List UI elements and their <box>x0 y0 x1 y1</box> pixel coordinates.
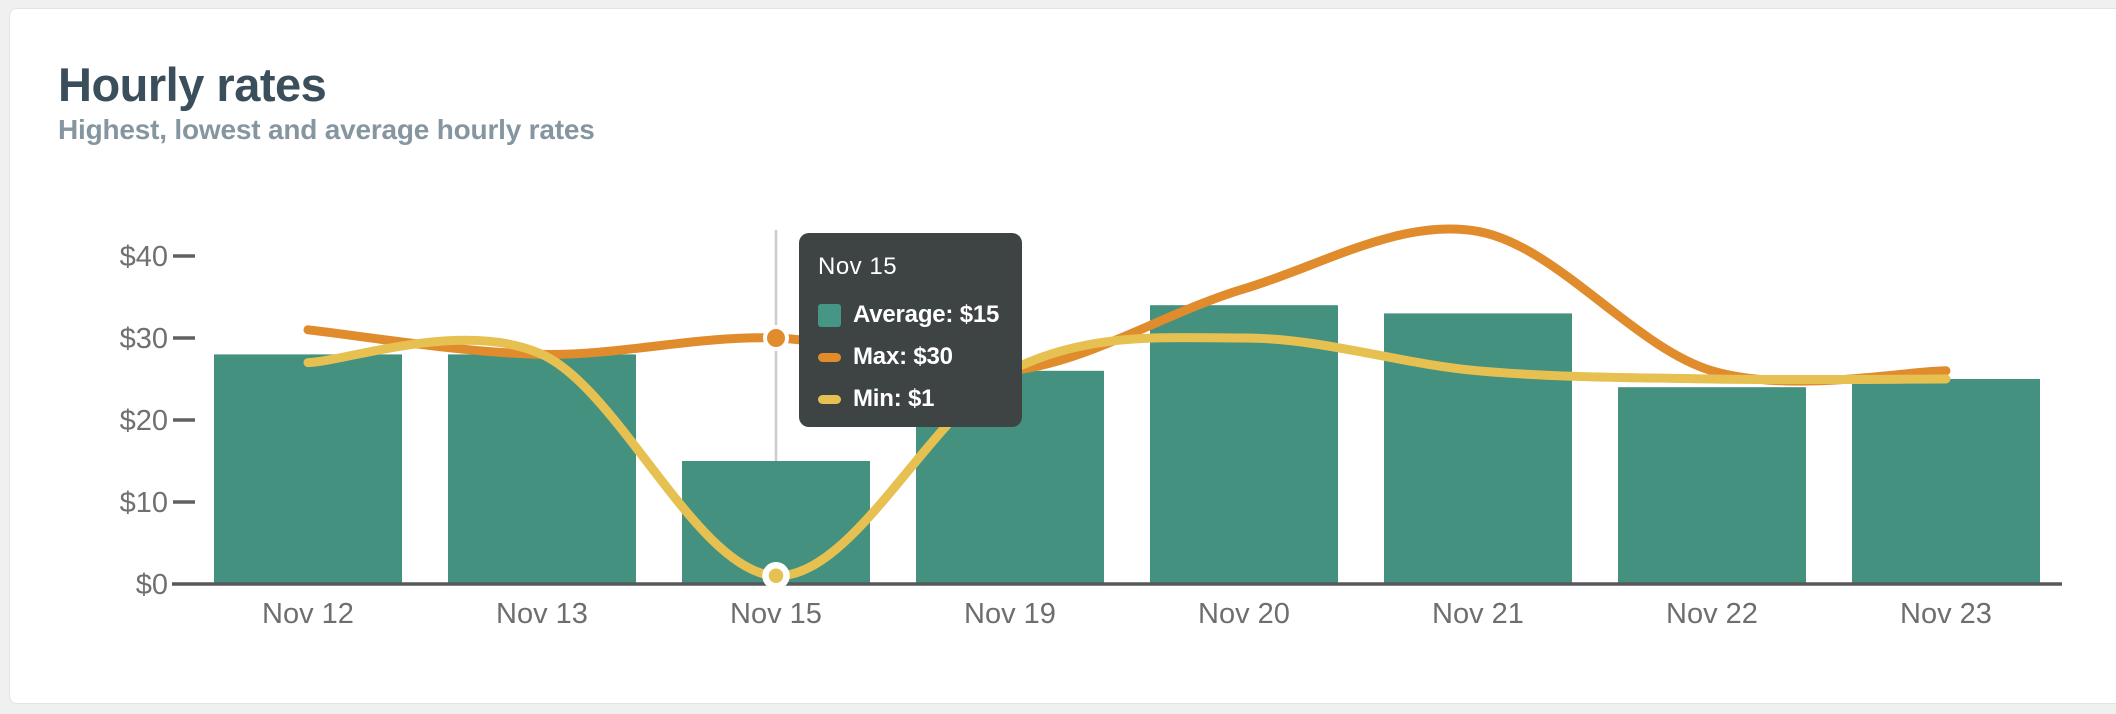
page-subtitle: Highest, lowest and average hourly rates <box>58 114 595 145</box>
bar-nov-21[interactable] <box>1384 313 1572 584</box>
x-axis-label-nov-13: Nov 13 <box>496 598 588 630</box>
tooltip-max-value: Max: $30 <box>853 343 953 370</box>
y-axis-tick-label: $40 <box>120 241 168 273</box>
x-axis-label-nov-23: Nov 23 <box>1900 598 1992 630</box>
bar-nov-22[interactable] <box>1618 387 1806 584</box>
y-axis-tick-label: $0 <box>136 569 168 601</box>
x-axis-label-nov-19: Nov 19 <box>964 598 1056 630</box>
max-point-marker <box>763 325 789 351</box>
page-title: Hourly rates <box>58 58 327 111</box>
x-axis-label-nov-22: Nov 22 <box>1666 598 1758 630</box>
y-axis-tick-label: $20 <box>120 405 168 437</box>
x-axis-label-nov-15: Nov 15 <box>730 598 822 630</box>
max-line[interactable] <box>303 224 1951 386</box>
tooltip-row-max: Max: $30 <box>818 342 1004 372</box>
min-point-marker <box>762 562 790 590</box>
bar-nov-23[interactable] <box>1852 379 2040 584</box>
bar-nov-20[interactable] <box>1150 305 1338 584</box>
tooltip-date-label: Nov 15 <box>818 253 898 280</box>
tooltip-average-value: Average: $15 <box>853 301 1000 328</box>
min-line[interactable] <box>303 333 1951 581</box>
bar-nov-13[interactable] <box>448 354 636 584</box>
tooltip-row-average: Average: $15 <box>818 300 1004 330</box>
average-swatch-icon <box>818 303 841 327</box>
tooltip-min-value: Min: $1 <box>853 385 935 412</box>
tooltip-row-min: Min: $1 <box>818 384 1004 414</box>
max-swatch-icon <box>818 352 841 362</box>
bar-nov-12[interactable] <box>214 354 402 584</box>
y-axis-tick-label: $30 <box>120 323 168 355</box>
chart-tooltip: Nov 15 Average: $15 Max: $30 Min: $1 <box>799 233 1022 427</box>
x-axis-label-nov-21: Nov 21 <box>1432 598 1524 630</box>
y-axis-tick-label: $10 <box>120 487 168 519</box>
x-axis-label-nov-20: Nov 20 <box>1198 598 1290 630</box>
x-axis-label-nov-12: Nov 12 <box>262 598 354 630</box>
min-swatch-icon <box>818 394 841 404</box>
